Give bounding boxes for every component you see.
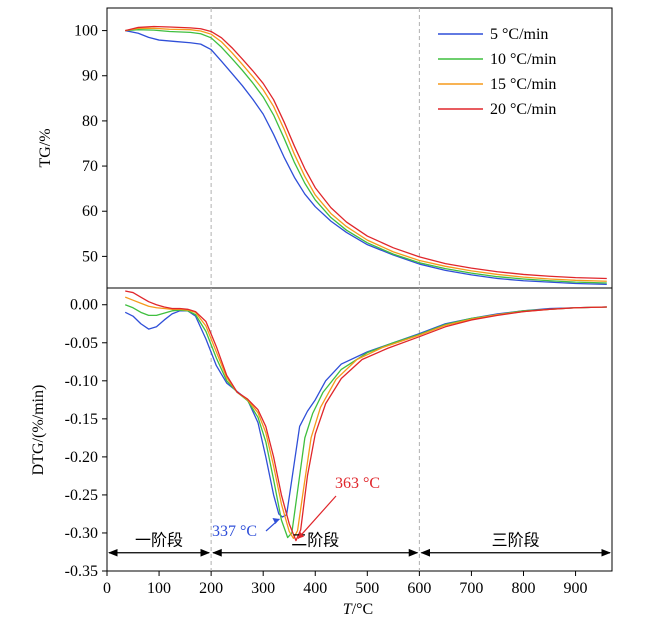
peak-pointer-337-head bbox=[272, 517, 280, 524]
x-tick-label-600: 600 bbox=[407, 580, 431, 597]
tg-series-group bbox=[125, 25, 607, 286]
dtg-y-axis-label: DTG/(%/min) bbox=[30, 385, 47, 476]
x-tick-label-700: 700 bbox=[459, 580, 483, 597]
dtg-stage-dividers bbox=[210, 288, 420, 571]
x-tick-label-100: 100 bbox=[147, 580, 171, 597]
tg-y-tick-label-60: 60 bbox=[82, 203, 98, 220]
x-tick-label-500: 500 bbox=[355, 580, 379, 597]
stage-bar: 一阶段 二阶段 三阶段 bbox=[108, 532, 611, 557]
dtg-panel: 0.00-0.05-0.10-0.15-0.20-0.25-0.30-0.35 … bbox=[30, 287, 613, 618]
peak-pointer-363 bbox=[297, 495, 337, 539]
x-axis: 0 100 200 300 400 500 600 700 800 900 bbox=[103, 571, 588, 597]
stage-label-2: 二阶段 bbox=[291, 532, 339, 550]
x-tick-label-900: 900 bbox=[564, 580, 588, 597]
dtg-y-tick-label-1: -0.05 bbox=[65, 335, 98, 352]
tg-y-axis: 50 60 70 80 90 100 bbox=[74, 23, 107, 265]
legend-label-15-c-min: 15 °C/min bbox=[490, 76, 556, 93]
tg-series-10-c-min bbox=[125, 29, 607, 284]
tg-series-20-c-min bbox=[125, 25, 607, 280]
dtg-series-5-c-min bbox=[124, 306, 607, 518]
tg-y-tick-label-80: 80 bbox=[82, 113, 98, 130]
dtg-series-20-c-min bbox=[125, 290, 607, 542]
x-tick-label-300: 300 bbox=[251, 580, 275, 597]
dtg-plot-frame bbox=[106, 287, 613, 572]
x-tick-label-400: 400 bbox=[303, 580, 327, 597]
dtg-series-group bbox=[124, 290, 607, 542]
tg-series-5-c-min bbox=[125, 29, 607, 286]
x-tick-label-0: 0 bbox=[103, 580, 111, 597]
dtg-y-tick-label-5: -0.25 bbox=[65, 487, 98, 504]
legend-label-10-c-min: 10 °C/min bbox=[490, 51, 556, 68]
tg-y-tick-label-50: 50 bbox=[82, 248, 98, 265]
x-axis-label: T/°C bbox=[343, 601, 373, 618]
dtg-y-axis: 0.00 -0.05 -0.10 -0.15 -0.20 -0.25 -0.30 -0.35 bbox=[65, 297, 107, 580]
tg-y-axis-label: TG/% bbox=[37, 128, 54, 167]
dtg-y-tick-label-4: -0.20 bbox=[65, 449, 98, 466]
tg-series-15-c-min bbox=[125, 27, 607, 282]
dtg-y-tick-label-3: -0.15 bbox=[65, 411, 98, 428]
peak-pointer-363-head bbox=[297, 531, 304, 539]
dtg-y-tick-label-0: 0.00 bbox=[70, 297, 98, 314]
peak-label-337: 337 °C bbox=[212, 523, 257, 540]
x-axis-label-symbol: T bbox=[343, 601, 353, 618]
dtg-series-15-c-min bbox=[124, 296, 607, 539]
dtg-y-tick-label-7: -0.35 bbox=[65, 563, 98, 580]
tg-plot-frame bbox=[106, 7, 613, 289]
dtg-y-tick-label-2: -0.10 bbox=[65, 373, 98, 390]
x-tick-label-800: 800 bbox=[511, 580, 535, 597]
dtg-series-10-c-min bbox=[124, 304, 607, 539]
tg-y-tick-label-90: 90 bbox=[82, 68, 98, 85]
tg-stage-dividers bbox=[210, 8, 420, 288]
tg-y-tick-label-70: 70 bbox=[82, 158, 98, 175]
tg-panel: 50 60 70 80 90 100 TG/% 5 °C/min 10 °C/min 15 °… bbox=[37, 7, 613, 289]
x-axis-label-unit: /°C bbox=[352, 601, 374, 618]
tg-y-tick-label-100: 100 bbox=[74, 23, 98, 40]
peak-label-363: 363 °C bbox=[335, 475, 380, 492]
legend-label-20-c-min: 20 °C/min bbox=[490, 101, 556, 118]
stage-label-3: 三阶段 bbox=[492, 532, 540, 550]
peak-annotations: 337 °C 363 °C bbox=[212, 475, 380, 540]
dtg-y-tick-label-6: -0.30 bbox=[65, 525, 98, 542]
x-tick-label-200: 200 bbox=[199, 580, 223, 597]
tg-legend: 5 °C/min 10 °C/min 15 °C/min 20 °C/min bbox=[438, 26, 556, 118]
legend-label-5-c-min: 5 °C/min bbox=[490, 26, 548, 43]
stage-label-1: 一阶段 bbox=[135, 532, 183, 550]
